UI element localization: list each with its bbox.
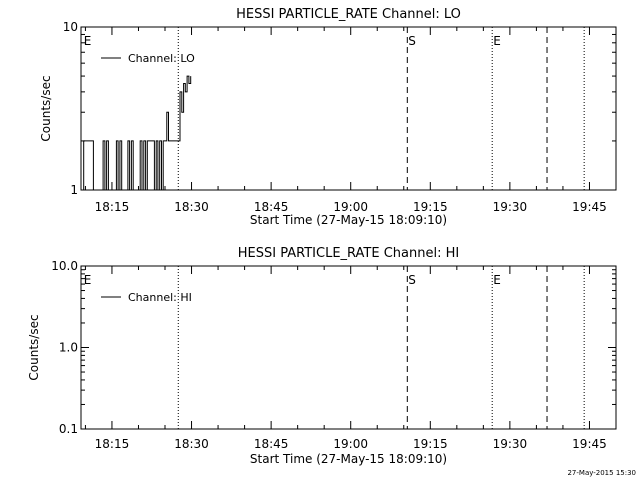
series-trace (81, 75, 192, 191)
y-tick-label: 0.1 (59, 422, 78, 436)
legend-label: Channel: HI (128, 291, 192, 304)
marker-label: E (84, 273, 92, 287)
legend-label: Channel: LO (128, 52, 195, 65)
x-axis-label: Start Time (27-May-15 18:09:10) (250, 213, 447, 227)
marker-label: S (408, 273, 416, 287)
y-tick-label: 1.0 (59, 341, 78, 355)
chart-title: HESSI PARTICLE_RATE Channel: LO (236, 7, 461, 22)
x-tick-label: 18:30 (174, 437, 209, 451)
x-tick-label: 19:45 (572, 200, 607, 214)
y-axis-label: Counts/sec (39, 75, 53, 141)
marker-label: E (84, 34, 92, 48)
x-tick-label: 18:45 (254, 200, 289, 214)
y-axis-label: Counts/sec (27, 314, 41, 380)
x-axis-label: Start Time (27-May-15 18:09:10) (250, 452, 447, 466)
chart-title: HESSI PARTICLE_RATE Channel: HI (238, 246, 459, 261)
y-tick-label: 10.0 (51, 259, 78, 273)
y-tick-label: 1 (70, 183, 78, 197)
panel-lo-channel: HESSI PARTICLE_RATE Channel: LO Start Tim… (39, 7, 617, 227)
y-tick-label: 10 (63, 20, 78, 34)
x-tick-label: 18:45 (254, 437, 289, 451)
x-tick-label: 18:15 (95, 200, 130, 214)
x-tick-label: 19:00 (333, 200, 368, 214)
x-tick-label: 19:45 (572, 437, 607, 451)
footer-timestamp: 27-May-2015 15:30 (567, 469, 636, 477)
x-tick-label: 18:15 (95, 437, 130, 451)
x-tick-label: 19:00 (333, 437, 368, 451)
x-tick-label: 19:30 (493, 200, 528, 214)
marker-label: E (493, 273, 501, 287)
panel-hi-channel: HESSI PARTICLE_RATE Channel: HI Start Tim… (27, 246, 617, 466)
marker-label: S (408, 34, 416, 48)
x-tick-label: 19:15 (413, 437, 448, 451)
x-tick-label: 18:30 (174, 200, 209, 214)
plot-frame (80, 26, 617, 191)
marker-label: E (493, 34, 501, 48)
x-tick-label: 19:30 (493, 437, 528, 451)
x-tick-label: 19:15 (413, 200, 448, 214)
